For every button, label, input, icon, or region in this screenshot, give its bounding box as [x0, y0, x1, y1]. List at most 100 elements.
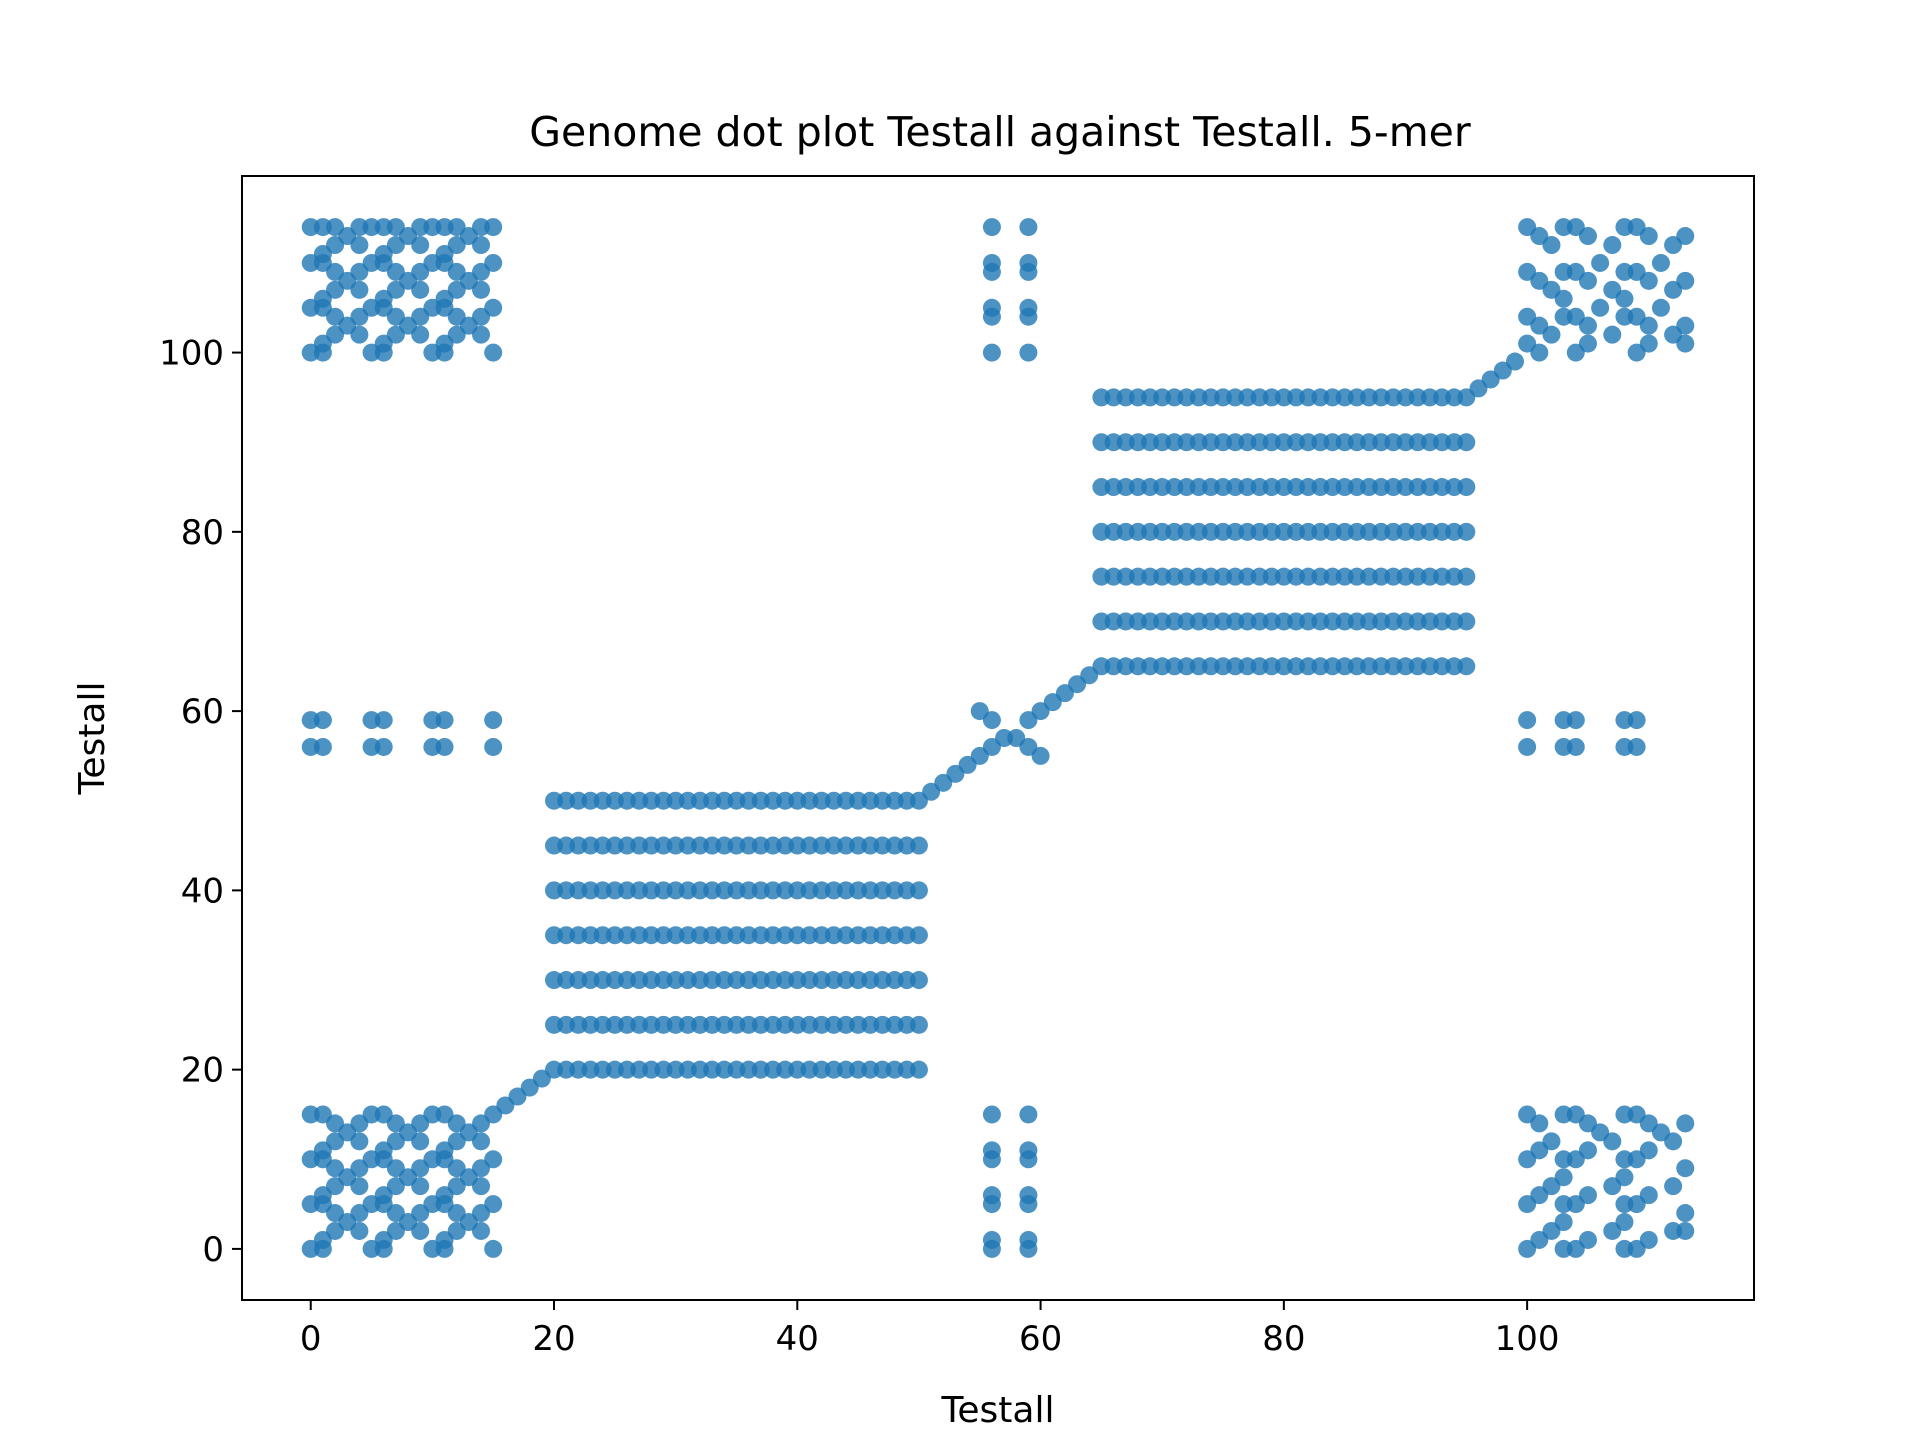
- data-point: [435, 737, 454, 756]
- data-point: [1639, 1186, 1658, 1205]
- data-point: [1542, 1132, 1561, 1151]
- data-point: [1542, 325, 1561, 344]
- data-point: [313, 711, 332, 730]
- data-point: [374, 218, 393, 237]
- data-point: [982, 298, 1001, 317]
- data-point: [1676, 1159, 1695, 1178]
- data-point: [1019, 1105, 1038, 1124]
- y-tick-label: 80: [181, 513, 224, 553]
- data-point: [909, 1060, 928, 1079]
- plot-area: [301, 218, 1695, 1258]
- data-point: [1639, 316, 1658, 335]
- plot-frame: [241, 175, 1755, 1301]
- data-point: [313, 1105, 332, 1124]
- x-tick-label: 60: [1019, 1319, 1062, 1359]
- data-point: [1530, 343, 1549, 362]
- x-tick-label: 0: [300, 1319, 322, 1359]
- data-point: [1639, 1230, 1658, 1249]
- data-point: [1566, 711, 1585, 730]
- data-point: [1578, 1186, 1597, 1205]
- data-point: [1019, 343, 1038, 362]
- data-point: [1578, 1141, 1597, 1160]
- data-point: [1518, 711, 1537, 730]
- x-axis-label: Testall: [941, 1390, 1055, 1431]
- data-point: [484, 711, 503, 730]
- data-point: [909, 791, 928, 810]
- data-point: [1566, 737, 1585, 756]
- y-tick-label: 0: [202, 1230, 224, 1270]
- data-point: [484, 1195, 503, 1214]
- data-point: [1019, 253, 1038, 272]
- x-tick-label: 40: [776, 1319, 819, 1359]
- data-point: [1578, 271, 1597, 290]
- y-tick-label: 60: [181, 692, 224, 732]
- data-point: [1019, 298, 1038, 317]
- data-point: [1019, 218, 1038, 237]
- data-point: [1639, 334, 1658, 353]
- x-axis: 0 20 40 60 80 100: [300, 1300, 1560, 1359]
- data-point: [435, 711, 454, 730]
- y-tick-label: 20: [181, 1051, 224, 1091]
- data-point: [1530, 1114, 1549, 1133]
- data-point: [982, 1186, 1001, 1205]
- data-point: [313, 737, 332, 756]
- data-point: [1664, 1221, 1683, 1240]
- data-point: [484, 343, 503, 362]
- data-point: [1031, 746, 1050, 765]
- data-point: [1518, 737, 1537, 756]
- data-point: [1505, 352, 1524, 371]
- data-point: [1019, 1230, 1038, 1249]
- data-point: [1664, 280, 1683, 299]
- data-point: [982, 1105, 1001, 1124]
- y-axis-label: Testall: [72, 682, 113, 796]
- data-point: [435, 1105, 454, 1124]
- data-point: [1627, 711, 1646, 730]
- x-tick-label: 80: [1262, 1319, 1305, 1359]
- data-point: [484, 737, 503, 756]
- data-point: [1639, 227, 1658, 246]
- data-point: [374, 737, 393, 756]
- data-point: [1615, 1213, 1634, 1232]
- data-point: [982, 1230, 1001, 1249]
- data-point: [484, 298, 503, 317]
- data-point: [1457, 388, 1476, 407]
- data-point: [484, 253, 503, 272]
- y-tick-label: 100: [159, 334, 224, 374]
- data-point: [1542, 236, 1561, 255]
- data-point: [982, 253, 1001, 272]
- data-point: [1676, 1114, 1695, 1133]
- data-point: [909, 971, 928, 990]
- data-point: [1578, 227, 1597, 246]
- data-point: [1578, 316, 1597, 335]
- data-point: [1603, 236, 1622, 255]
- data-point: [1457, 612, 1476, 631]
- chart-title: Genome dot plot Testall against Testall.…: [529, 108, 1471, 156]
- data-point: [909, 926, 928, 945]
- data-point: [982, 218, 1001, 237]
- data-point: [1651, 1123, 1670, 1142]
- data-point: [1554, 1213, 1573, 1232]
- data-point: [909, 1015, 928, 1034]
- data-point: [484, 1150, 503, 1169]
- data-point: [1615, 1168, 1634, 1187]
- data-point: [1019, 1186, 1038, 1205]
- data-point: [1651, 253, 1670, 272]
- data-point: [1578, 334, 1597, 353]
- y-tick-label: 40: [181, 871, 224, 911]
- data-point: [1627, 737, 1646, 756]
- data-point: [1676, 1204, 1695, 1223]
- data-point: [1457, 433, 1476, 452]
- y-axis: 0 20 40 60 80 100: [159, 334, 242, 1270]
- data-point: [982, 711, 1001, 730]
- data-point: [435, 218, 454, 237]
- data-point: [1457, 522, 1476, 541]
- data-point: [1457, 567, 1476, 586]
- data-point: [1651, 298, 1670, 317]
- data-point: [1676, 334, 1695, 353]
- data-point: [1615, 289, 1634, 308]
- data-point: [484, 218, 503, 237]
- data-point: [1639, 271, 1658, 290]
- data-point: [1603, 325, 1622, 344]
- data-point: [1019, 1141, 1038, 1160]
